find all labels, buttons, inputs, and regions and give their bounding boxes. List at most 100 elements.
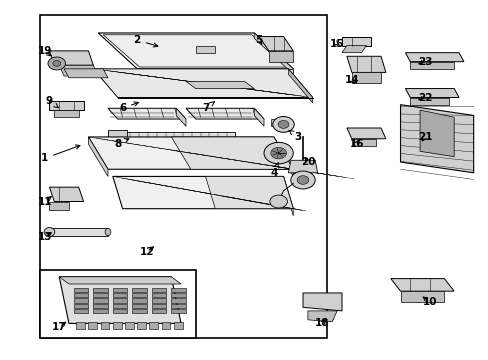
Polygon shape xyxy=(152,309,166,314)
Polygon shape xyxy=(132,298,147,303)
Text: 8: 8 xyxy=(114,139,128,149)
Polygon shape xyxy=(405,89,458,98)
Polygon shape xyxy=(54,110,79,117)
Polygon shape xyxy=(346,56,385,72)
Polygon shape xyxy=(171,309,185,314)
Polygon shape xyxy=(113,298,127,303)
Polygon shape xyxy=(254,33,293,74)
Polygon shape xyxy=(171,304,185,308)
Text: 20: 20 xyxy=(300,157,314,167)
Text: 7: 7 xyxy=(202,102,214,113)
Polygon shape xyxy=(161,321,170,329)
Polygon shape xyxy=(351,139,375,146)
Polygon shape xyxy=(101,321,109,329)
Circle shape xyxy=(290,171,315,189)
Polygon shape xyxy=(108,132,234,139)
Polygon shape xyxy=(93,69,312,98)
Polygon shape xyxy=(171,288,185,292)
Polygon shape xyxy=(132,293,147,297)
Polygon shape xyxy=(149,321,158,329)
Circle shape xyxy=(272,117,294,132)
Polygon shape xyxy=(351,72,380,83)
Text: 14: 14 xyxy=(344,75,358,85)
Circle shape xyxy=(270,147,286,159)
Text: 19: 19 xyxy=(37,46,52,56)
Text: 16: 16 xyxy=(349,139,363,149)
Polygon shape xyxy=(132,309,147,314)
Polygon shape xyxy=(76,321,85,329)
Polygon shape xyxy=(419,110,453,157)
Text: 11: 11 xyxy=(37,197,52,207)
Polygon shape xyxy=(49,51,93,65)
Polygon shape xyxy=(74,304,88,308)
Polygon shape xyxy=(132,304,147,308)
Ellipse shape xyxy=(105,228,111,235)
Polygon shape xyxy=(59,65,98,76)
Polygon shape xyxy=(113,304,127,308)
Polygon shape xyxy=(152,304,166,308)
Circle shape xyxy=(48,57,65,70)
Polygon shape xyxy=(346,128,385,139)
Text: 21: 21 xyxy=(417,132,431,142)
Polygon shape xyxy=(93,304,108,308)
Text: 12: 12 xyxy=(140,247,154,257)
Polygon shape xyxy=(176,108,185,126)
Polygon shape xyxy=(93,298,108,303)
Text: 9: 9 xyxy=(46,96,58,108)
Polygon shape xyxy=(259,37,293,51)
Polygon shape xyxy=(74,288,88,292)
Polygon shape xyxy=(273,137,293,176)
Polygon shape xyxy=(288,69,312,103)
Polygon shape xyxy=(171,293,185,297)
Polygon shape xyxy=(125,321,134,329)
Ellipse shape xyxy=(44,228,55,237)
Polygon shape xyxy=(132,288,147,292)
Polygon shape xyxy=(49,187,83,202)
Polygon shape xyxy=(93,309,108,314)
Circle shape xyxy=(269,195,287,208)
Polygon shape xyxy=(40,15,327,338)
Polygon shape xyxy=(74,293,88,297)
Polygon shape xyxy=(59,277,181,284)
Polygon shape xyxy=(409,98,448,105)
Polygon shape xyxy=(268,51,293,62)
Polygon shape xyxy=(93,288,108,292)
Circle shape xyxy=(53,60,61,66)
Polygon shape xyxy=(113,321,122,329)
Circle shape xyxy=(264,142,293,164)
Polygon shape xyxy=(74,309,88,314)
Polygon shape xyxy=(173,321,182,329)
Polygon shape xyxy=(405,53,463,62)
Polygon shape xyxy=(88,137,108,176)
Polygon shape xyxy=(400,105,473,173)
Polygon shape xyxy=(409,62,453,69)
Polygon shape xyxy=(254,108,264,126)
Polygon shape xyxy=(152,298,166,303)
Polygon shape xyxy=(64,69,108,78)
Polygon shape xyxy=(400,291,444,302)
Polygon shape xyxy=(171,298,185,303)
Polygon shape xyxy=(390,279,453,291)
Polygon shape xyxy=(59,277,181,323)
Polygon shape xyxy=(283,176,293,216)
Text: 5: 5 xyxy=(255,35,262,45)
Polygon shape xyxy=(341,37,370,45)
Polygon shape xyxy=(152,293,166,297)
Polygon shape xyxy=(137,321,146,329)
Text: 23: 23 xyxy=(417,57,431,67)
Polygon shape xyxy=(74,298,88,303)
Text: 18: 18 xyxy=(315,319,329,328)
Polygon shape xyxy=(152,288,166,292)
Polygon shape xyxy=(205,176,293,209)
Text: 10: 10 xyxy=(422,297,436,307)
Polygon shape xyxy=(307,311,336,321)
Polygon shape xyxy=(49,228,108,235)
Text: 1: 1 xyxy=(41,145,80,163)
Text: 4: 4 xyxy=(269,162,278,178)
Polygon shape xyxy=(171,137,293,169)
Text: 22: 22 xyxy=(417,93,431,103)
Text: 15: 15 xyxy=(329,39,344,49)
Text: 3: 3 xyxy=(288,130,301,142)
Polygon shape xyxy=(185,108,264,119)
Polygon shape xyxy=(113,309,127,314)
